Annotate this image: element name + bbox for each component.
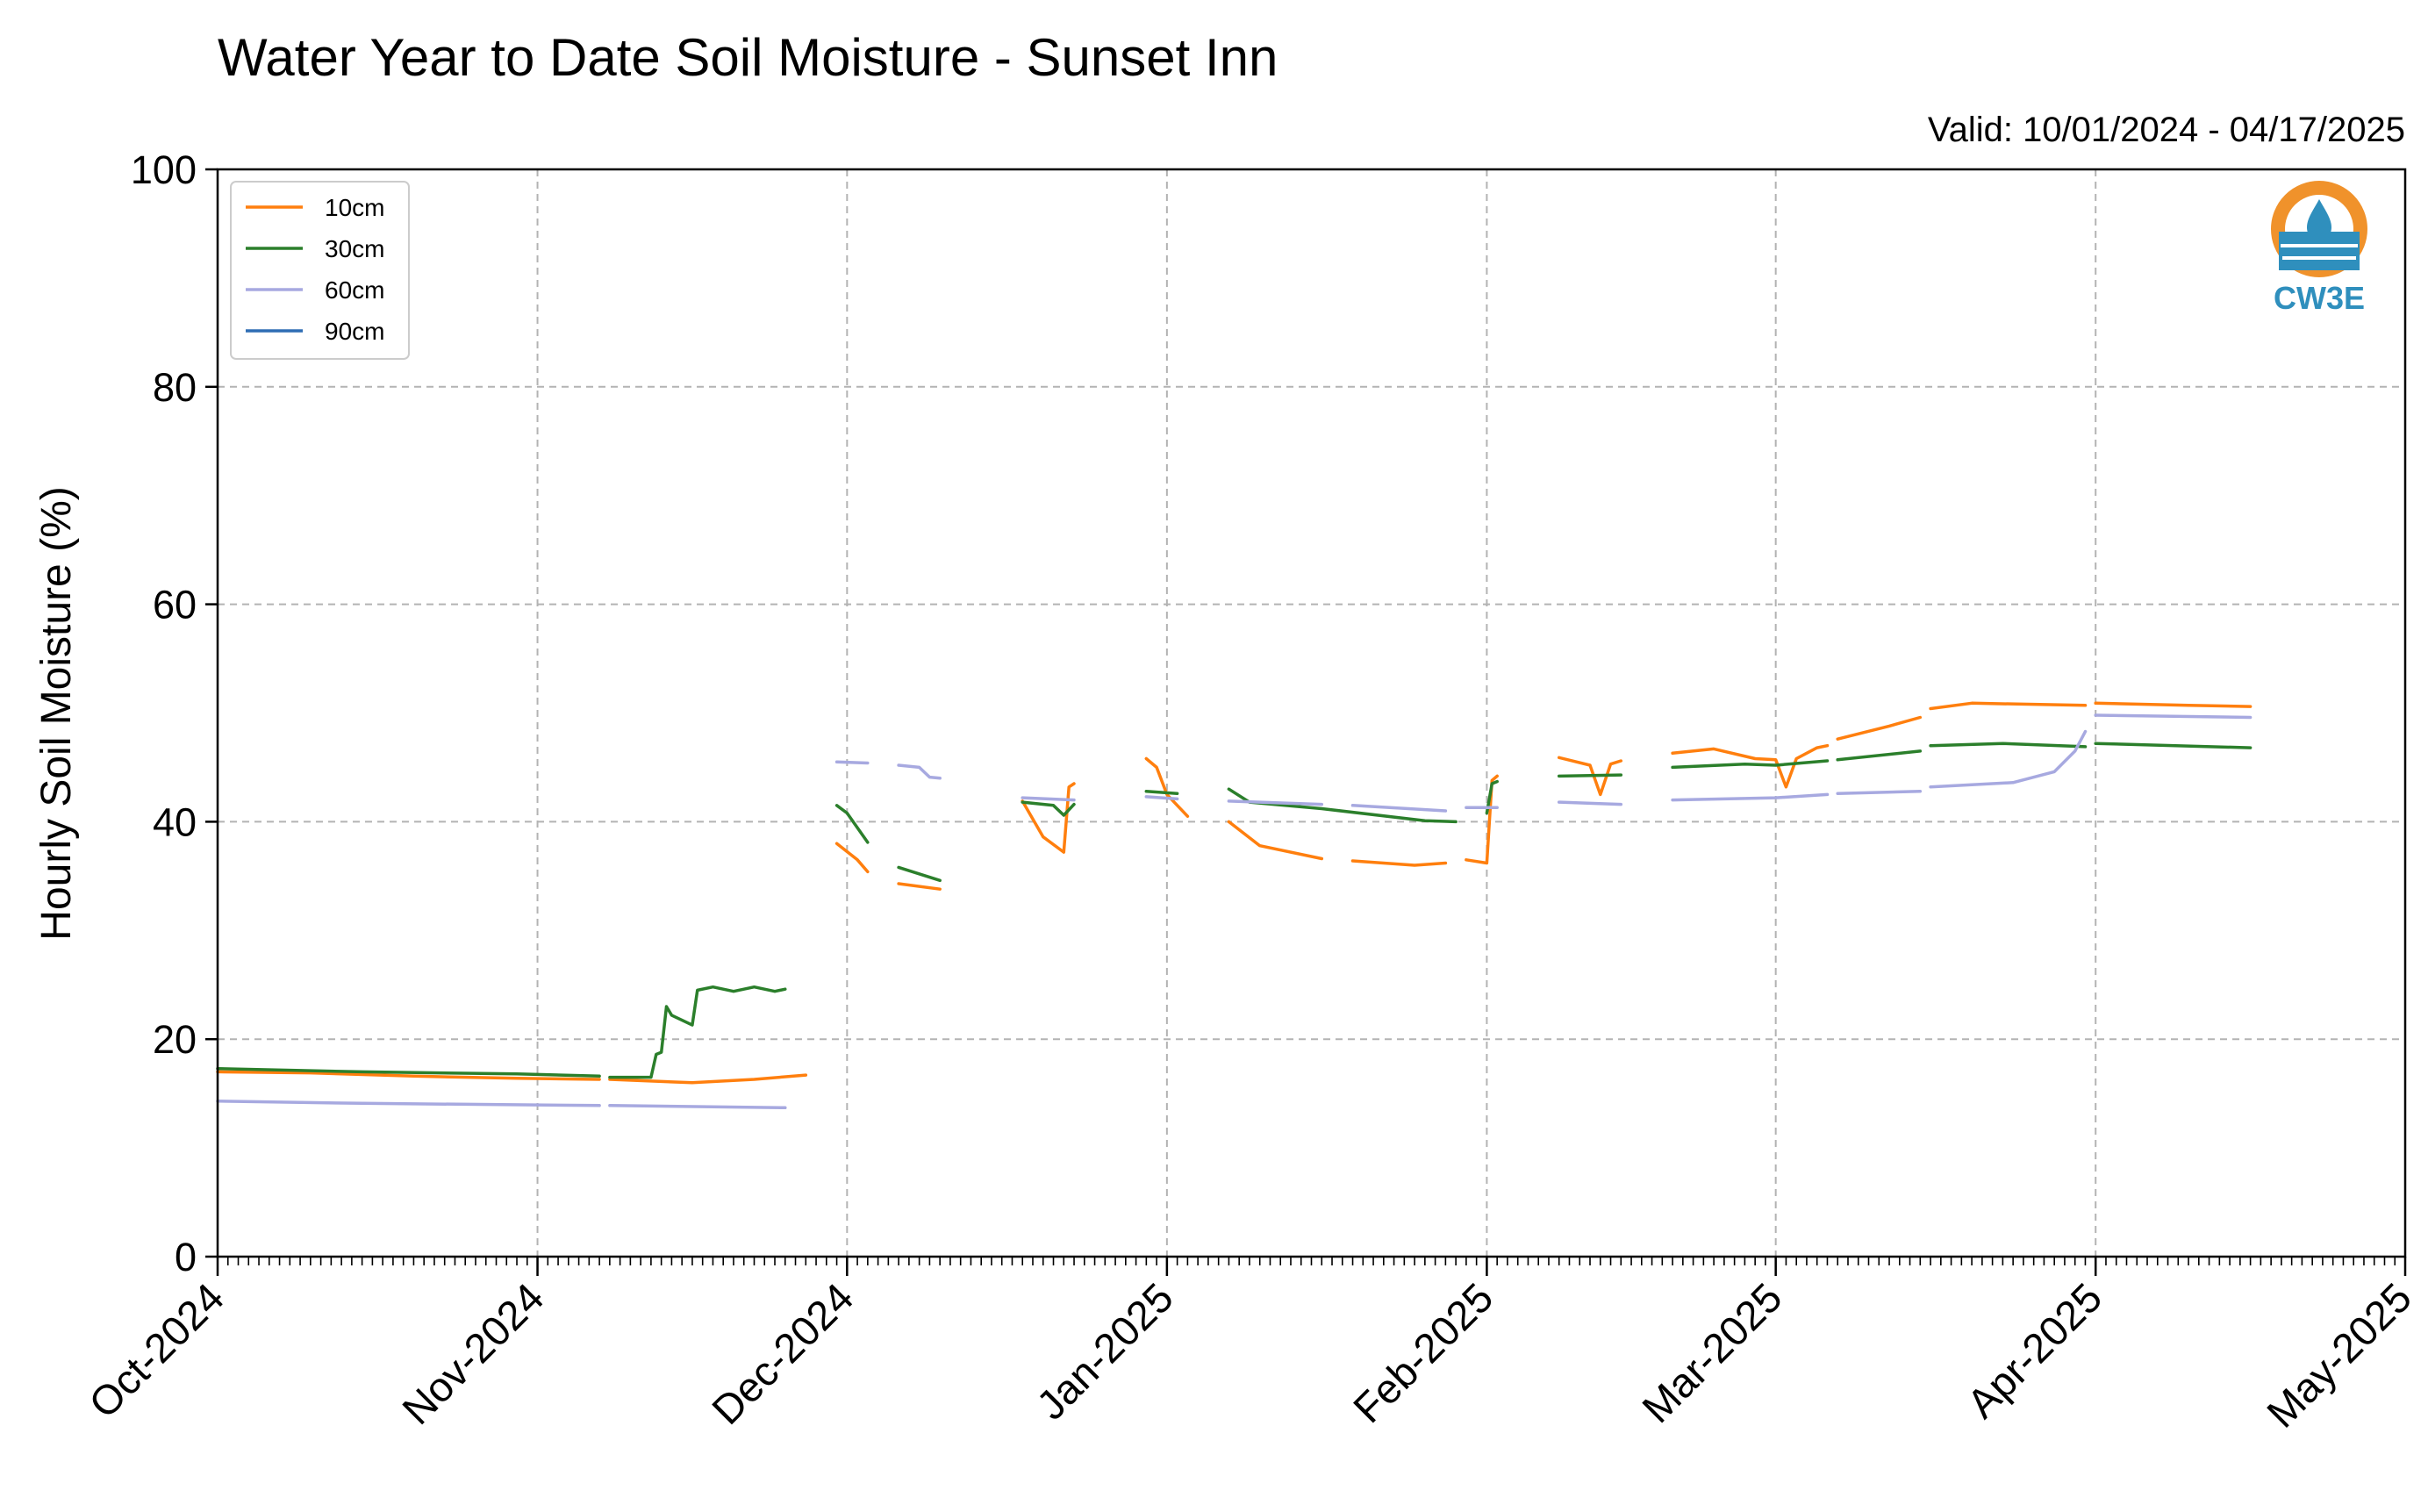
water-drop-icon — [2307, 199, 2331, 240]
series-line-60cm — [1350, 804, 1448, 813]
cw3e-logo: CW3E — [2271, 181, 2367, 316]
series-line-60cm — [1836, 789, 1923, 795]
series-line-30cm — [834, 804, 870, 844]
y-tick-label: 80 — [153, 365, 197, 410]
tick-labels: 0 20 40 60 80 100 Oct-2024 Nov-2024 Dec-2024 Jan-… — [80, 147, 2420, 1437]
series-line-60cm — [1021, 796, 1076, 802]
y-axis-label: Hourly Soil Moisture (%) — [33, 486, 80, 940]
series-line-10cm — [608, 1073, 808, 1085]
legend-label-60cm: 60cm — [325, 276, 384, 304]
series-line-60cm — [1929, 729, 2088, 789]
series-line-60cm — [216, 1100, 601, 1107]
legend-label-30cm: 30cm — [325, 235, 384, 262]
x-tick-label: Oct-2024 — [80, 1274, 233, 1427]
series-line-10cm — [1465, 774, 1499, 865]
y-tick-label: 20 — [153, 1017, 197, 1062]
series-line-30cm — [1929, 742, 2088, 749]
series-line-30cm — [1836, 749, 1923, 762]
y-tick-label: 0 — [175, 1235, 197, 1279]
series-line-10cm — [897, 882, 942, 891]
series-line-10cm — [1929, 701, 2088, 711]
x-tick-label: Jan-2025 — [1028, 1274, 1182, 1429]
series-line-30cm — [1144, 789, 1179, 795]
series-line-60cm — [1227, 799, 1324, 806]
series-line-30cm — [216, 1066, 601, 1078]
series-line-60cm — [608, 1104, 787, 1110]
legend-frame — [230, 181, 410, 360]
y-tick-label: 60 — [153, 583, 197, 627]
legend-label-10cm: 10cm — [325, 194, 384, 221]
x-tick-label: Feb-2025 — [1344, 1274, 1502, 1432]
series-line-30cm — [2094, 742, 2253, 749]
series-line-60cm — [1671, 792, 1830, 802]
logo-text: CW3E — [2274, 280, 2365, 316]
series-line-10cm — [1557, 756, 1623, 797]
series-10cm — [216, 701, 2253, 1085]
x-tick-label: Nov-2024 — [393, 1274, 553, 1434]
x-tick-label: Dec-2024 — [703, 1274, 863, 1434]
series-line-60cm — [2094, 713, 2253, 720]
legend-label-90cm: 90cm — [325, 318, 384, 345]
series-line-60cm — [1557, 800, 1623, 806]
series-line-10cm — [1021, 782, 1076, 854]
series-line-10cm — [1350, 859, 1448, 867]
series-line-30cm — [1671, 759, 1830, 770]
series-lines — [216, 701, 2253, 1110]
series-line-30cm — [1021, 800, 1076, 817]
series-60cm — [216, 713, 2253, 1110]
series-30cm — [216, 742, 2253, 1079]
chart-title: Water Year to Date Soil Moisture - Sunse… — [218, 28, 1278, 87]
series-line-30cm — [1227, 787, 1458, 824]
series-line-10cm — [216, 1070, 601, 1081]
x-tick-label: Apr-2025 — [1958, 1274, 2110, 1427]
x-tick-label: Mar-2025 — [1633, 1274, 1791, 1432]
series-line-30cm — [1485, 779, 1499, 815]
series-line-10cm — [2094, 701, 2253, 708]
series-line-10cm — [1144, 756, 1190, 818]
axes — [205, 168, 2407, 1276]
series-line-30cm — [608, 985, 787, 1079]
series-line-30cm — [897, 865, 942, 883]
x-tick-label: May-2025 — [2258, 1274, 2420, 1437]
grid — [218, 169, 2405, 1257]
series-line-10cm — [1671, 743, 1830, 789]
legend: 10cm 30cm 60cm 90cm — [230, 181, 410, 360]
series-line-60cm — [834, 760, 870, 765]
series-line-10cm — [834, 842, 870, 874]
series-line-60cm — [897, 763, 942, 780]
plot-frame — [216, 168, 2407, 1258]
series-line-60cm — [1144, 795, 1179, 801]
series-line-30cm — [1557, 773, 1623, 778]
series-line-10cm — [1227, 820, 1324, 861]
chart-subtitle: Valid: 10/01/2024 - 04/17/2025 — [1928, 111, 2405, 149]
series-line-10cm — [1836, 715, 1923, 741]
y-tick-label: 40 — [153, 799, 197, 844]
y-tick-label: 100 — [131, 147, 197, 192]
